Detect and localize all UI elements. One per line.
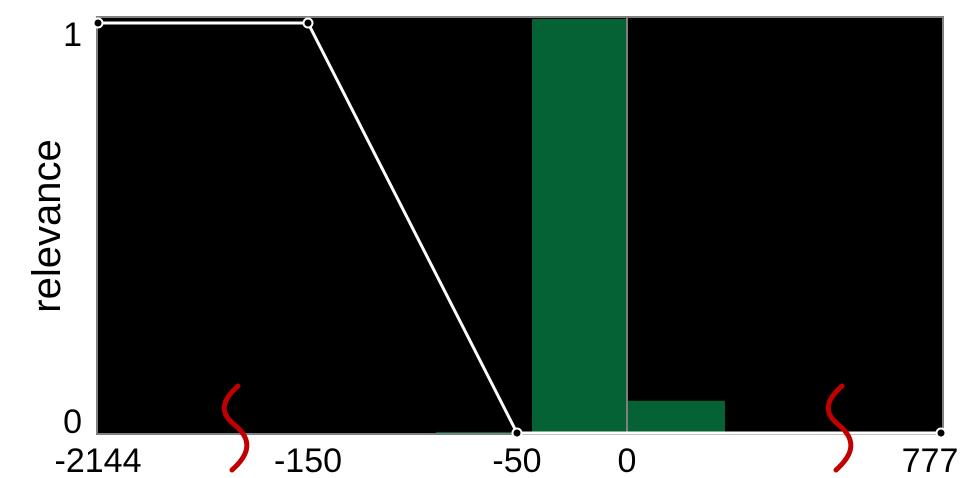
curve-point-2 xyxy=(511,427,523,439)
relevance-curve-group xyxy=(92,17,947,439)
curve-point-0 xyxy=(92,17,104,29)
bar-2 xyxy=(627,400,725,434)
curve-point-3 xyxy=(935,427,947,439)
x-tick-label-0: 0 xyxy=(618,442,637,478)
x-tick-label-neg2144: -2144 xyxy=(55,442,142,478)
y-tick-label-0: 0 xyxy=(63,403,82,441)
relevance-curve-line xyxy=(98,21,941,435)
bars-group xyxy=(436,19,725,434)
axis-break-1 xyxy=(825,383,854,473)
x-tick-label-777: 777 xyxy=(902,442,959,478)
bar-1 xyxy=(532,19,627,434)
y-tick-label-1: 1 xyxy=(63,16,82,54)
axis-break-0 xyxy=(221,383,250,473)
bar-0 xyxy=(436,431,517,434)
x-tick-label-neg150: -150 xyxy=(274,442,342,478)
axis-breaks-group xyxy=(221,383,854,473)
y-axis-label: relevance xyxy=(25,139,69,312)
x-tick-label-neg50: -50 xyxy=(492,442,541,478)
plot-area xyxy=(97,17,943,434)
curve-point-1 xyxy=(302,17,314,29)
